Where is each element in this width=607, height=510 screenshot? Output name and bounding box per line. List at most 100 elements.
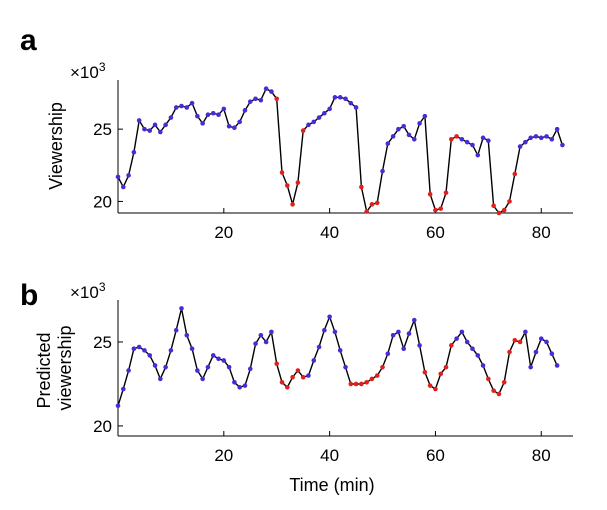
- data-point-low: [443, 364, 449, 370]
- data-point-low: [359, 381, 364, 387]
- data-point-high: [343, 96, 348, 102]
- data-point-high: [179, 306, 184, 311]
- data-point-high: [533, 134, 539, 139]
- data-point-high: [269, 329, 274, 335]
- data-point-high: [253, 341, 258, 346]
- data-point-high: [332, 95, 338, 100]
- data-point-high: [327, 106, 332, 112]
- data-point-low: [512, 171, 518, 177]
- data-point-high: [242, 383, 248, 388]
- data-point-low: [496, 210, 502, 216]
- data-point-high: [470, 346, 475, 351]
- data-point-high: [544, 339, 549, 345]
- data-point-high: [470, 142, 475, 148]
- data-point-high: [189, 346, 195, 351]
- data-point-high: [396, 329, 401, 335]
- xtick-label: 60: [426, 446, 445, 465]
- xlabel-b: Time (min): [289, 475, 374, 495]
- data-point-high: [417, 343, 422, 348]
- ytick-label: 20: [93, 192, 112, 211]
- data-point-low: [512, 337, 518, 343]
- data-point-high: [486, 138, 491, 144]
- data-point-high: [136, 118, 142, 123]
- data-point-high: [306, 122, 311, 128]
- ytick-label: 25: [93, 120, 112, 139]
- data-point-high: [152, 363, 158, 368]
- data-point-high: [158, 376, 163, 382]
- data-point-low: [348, 381, 354, 387]
- data-point-high: [173, 105, 179, 110]
- data-point-low: [300, 128, 306, 133]
- ytick-label: 25: [93, 333, 112, 352]
- multiplier-a-exp: 3: [99, 60, 106, 74]
- data-point-high: [517, 144, 523, 149]
- data-point-high: [195, 368, 200, 373]
- xtick-label: 40: [320, 446, 339, 465]
- data-point-high: [406, 132, 412, 138]
- data-point-high: [348, 100, 354, 106]
- data-point-low: [364, 209, 369, 214]
- data-point-high: [258, 97, 264, 103]
- data-point-high: [179, 103, 184, 109]
- ylabel-b-line1: Predicted: [34, 332, 54, 408]
- data-point-low: [443, 190, 449, 196]
- data-point-high: [115, 174, 121, 180]
- data-point-high: [401, 123, 406, 129]
- data-point-low: [290, 374, 295, 380]
- data-point-high: [221, 358, 227, 363]
- data-point-high: [168, 348, 174, 353]
- data-point-high: [464, 139, 470, 145]
- data-point-low: [364, 379, 369, 385]
- data-point-high: [343, 364, 348, 370]
- data-point-high: [263, 86, 269, 91]
- data-point-high: [163, 364, 168, 370]
- data-point-low: [285, 183, 290, 188]
- series-line: [117, 308, 558, 407]
- xtick-label: 20: [214, 446, 233, 465]
- plot-a: [115, 86, 565, 216]
- data-point-high: [538, 336, 544, 341]
- panel-b: b ×103 Predicted viewership 20 40 60 80 20 25…: [20, 279, 573, 495]
- data-point-high: [200, 376, 205, 382]
- data-point-low: [507, 349, 512, 355]
- ticks-a: 20 40 60 80 20 25: [93, 120, 551, 242]
- data-point-low: [374, 200, 380, 206]
- data-point-high: [131, 149, 137, 155]
- data-point-high: [337, 95, 343, 100]
- plot-b: [115, 306, 560, 409]
- data-point-high: [523, 139, 528, 145]
- data-point-high: [528, 135, 533, 141]
- data-point-high: [327, 314, 332, 320]
- data-point-low: [501, 207, 507, 213]
- data-point-high: [396, 126, 401, 132]
- multiplier-b-exp: 3: [99, 280, 106, 294]
- data-point-high: [210, 353, 216, 358]
- data-point-high: [380, 168, 385, 174]
- data-point-low: [369, 376, 375, 382]
- data-point-high: [210, 110, 216, 116]
- ylabel-b: Predicted viewership: [34, 325, 75, 410]
- multiplier-b-base: ×10: [70, 283, 99, 302]
- data-point-high: [152, 122, 158, 128]
- data-point-low: [279, 379, 285, 385]
- data-point-low: [422, 369, 428, 375]
- data-point-high: [226, 364, 232, 370]
- data-point-high: [322, 327, 327, 333]
- data-point-high: [311, 358, 317, 363]
- data-point-high: [337, 348, 343, 353]
- data-point-low: [369, 202, 375, 207]
- data-point-low: [295, 368, 301, 373]
- data-point-high: [538, 135, 544, 141]
- data-point-high: [554, 363, 560, 368]
- data-point-high: [237, 119, 242, 125]
- data-point-low: [300, 374, 306, 380]
- data-point-high: [184, 105, 190, 110]
- panel-label-b: b: [20, 279, 38, 312]
- data-point-high: [163, 122, 168, 128]
- data-point-low: [290, 202, 295, 207]
- data-point-low: [374, 373, 380, 378]
- data-point-low: [279, 170, 285, 175]
- multiplier-b: ×103: [70, 280, 106, 302]
- data-point-high: [168, 115, 174, 120]
- data-point-high: [184, 332, 190, 338]
